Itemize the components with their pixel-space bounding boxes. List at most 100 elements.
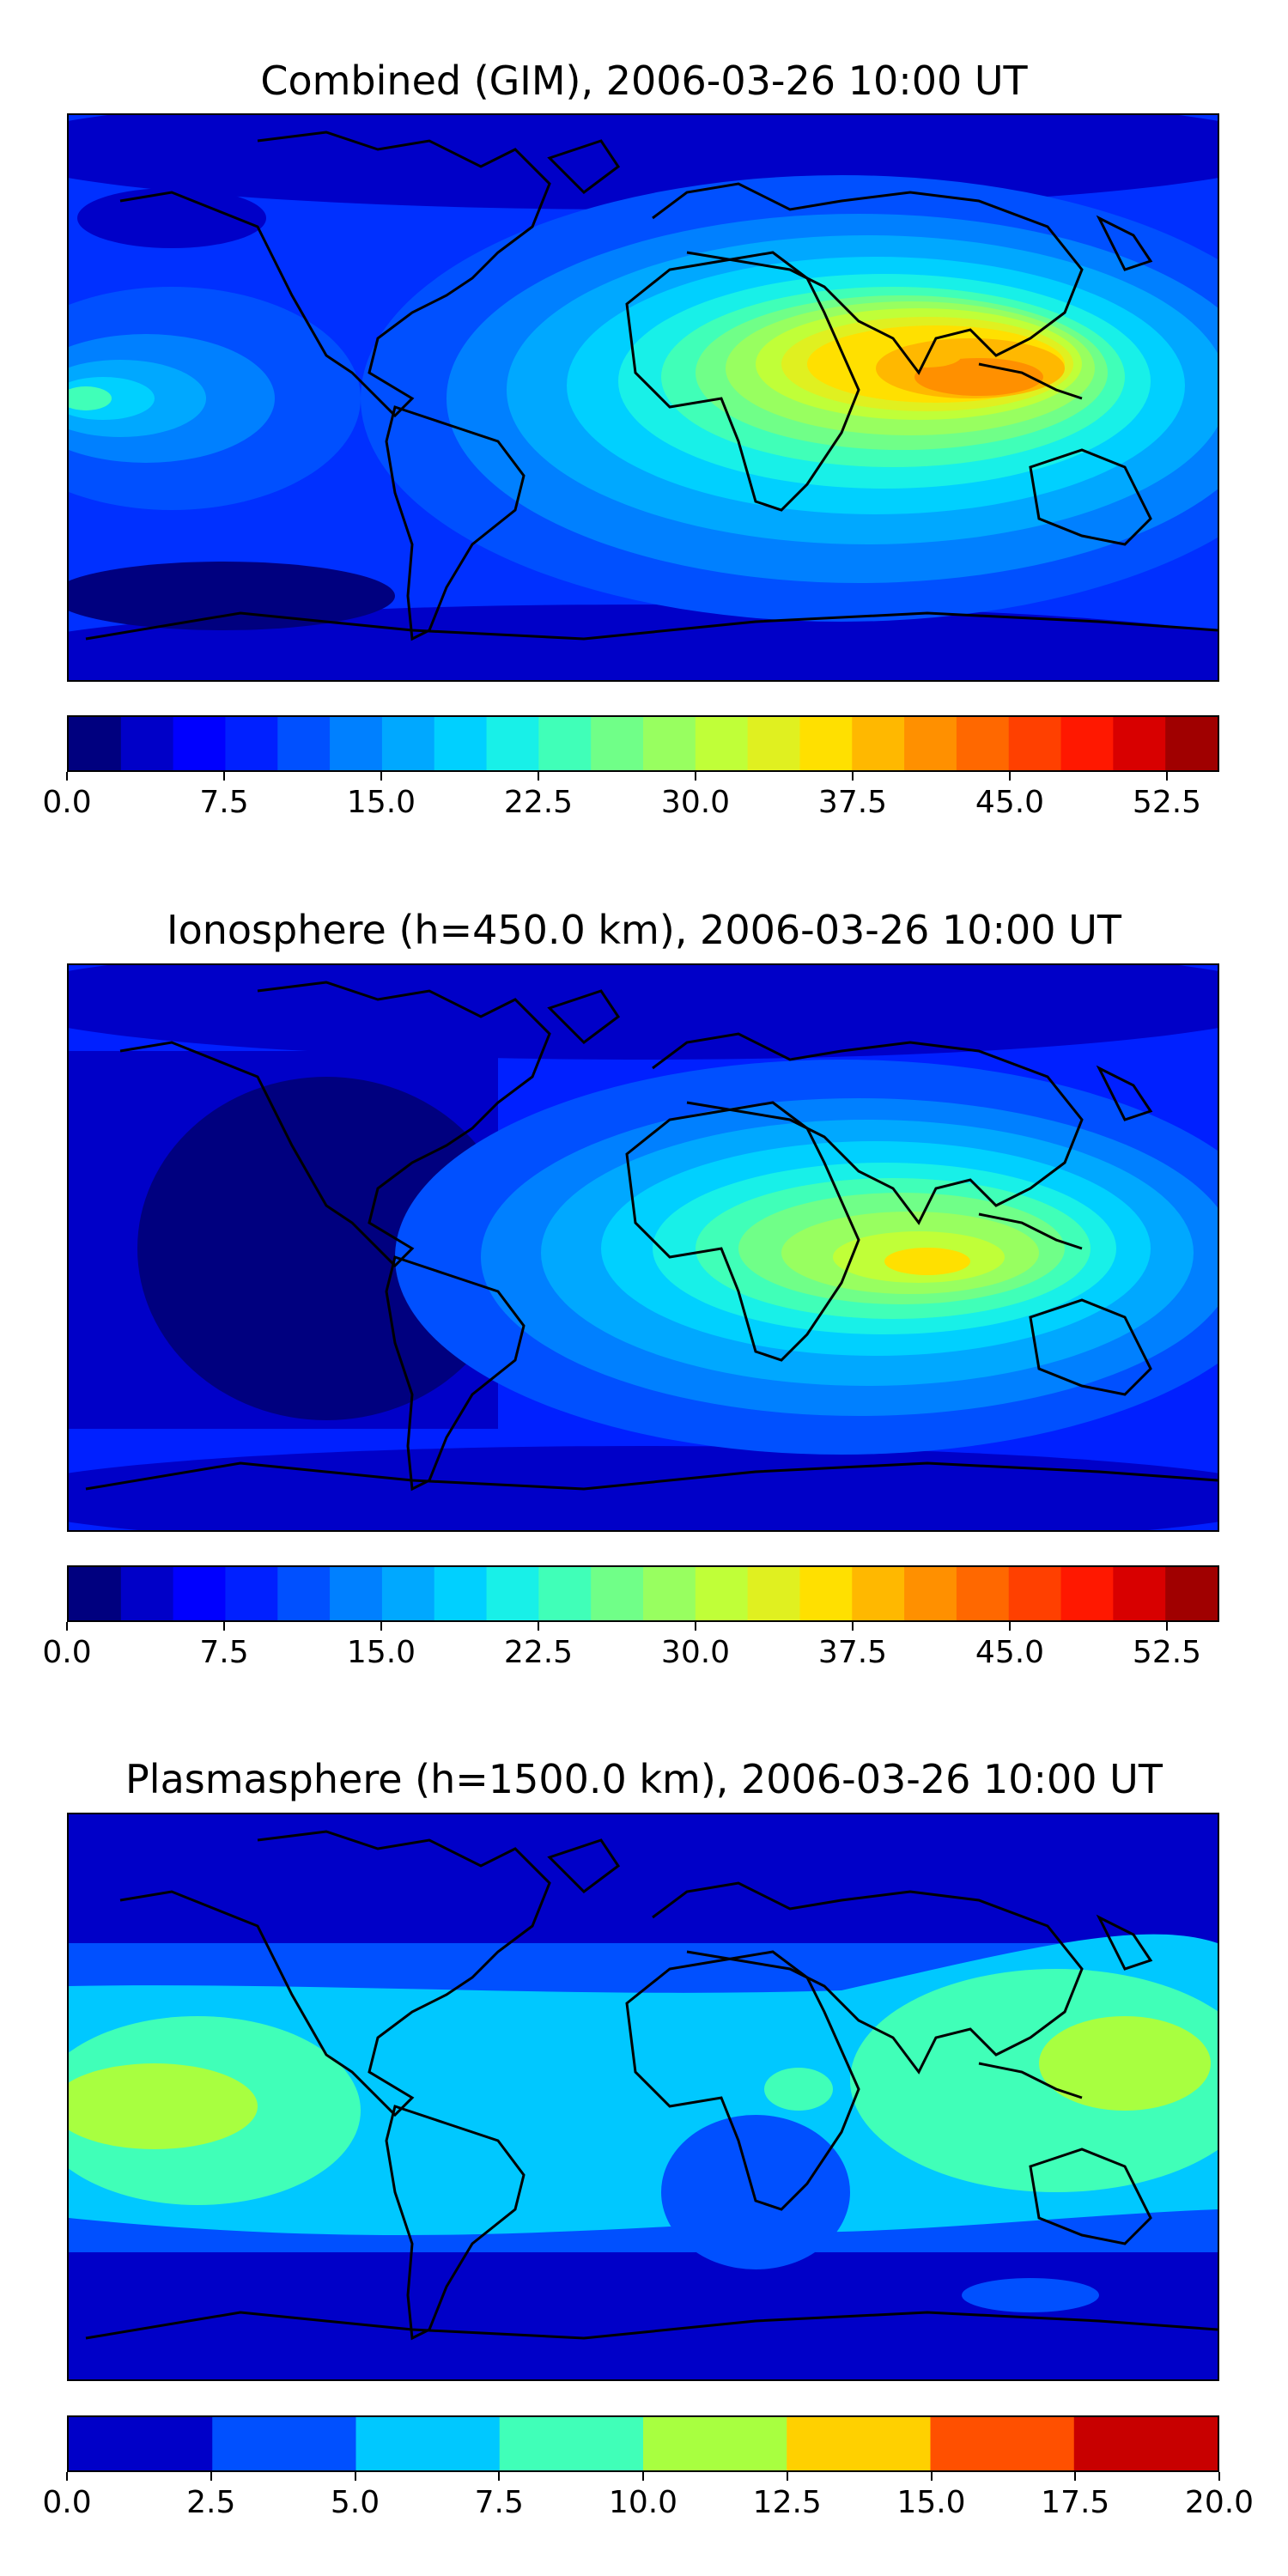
colorbar-segment <box>1060 717 1114 770</box>
pacific-peak <box>69 386 112 410</box>
colorbar-tick-label: 30.0 <box>660 1635 731 1670</box>
south-america-coast <box>385 405 526 641</box>
colorbar-segment <box>381 717 435 770</box>
colorbar-tick-mark <box>354 2472 356 2481</box>
south-pacific-minimum <box>69 562 395 630</box>
colorbar-segment <box>591 717 644 770</box>
colorbar-tick-label: 37.5 <box>817 1635 888 1670</box>
colorbar-segment <box>591 1567 644 1620</box>
africa-enhancement <box>764 2068 833 2111</box>
colorbar-segment <box>173 717 226 770</box>
panel-title-3: Plasmasphere (h=1500.0 km), 2006-03-26 1… <box>125 1756 1163 1802</box>
colorbar-svg-3 <box>69 2417 1218 2470</box>
colorbar-segment <box>695 1567 749 1620</box>
coastlines-1 <box>85 131 1218 641</box>
colorbar-tick-label: 52.5 <box>1132 1635 1202 1670</box>
colorbar-segment <box>1165 717 1218 770</box>
colorbar-segment <box>499 2417 644 2470</box>
colorbar-segment <box>787 2417 931 2470</box>
panel-title-1: Combined (GIM), 2006-03-26 10:00 UT <box>260 58 1028 104</box>
colorbar-segment <box>225 717 278 770</box>
colorbar-segment <box>904 1567 957 1620</box>
australia-coast <box>1029 1298 1152 1396</box>
panel-title-2: Ionosphere (h=450.0 km), 2006-03-26 10:0… <box>167 907 1121 953</box>
coastlines-3 <box>85 1830 1218 2341</box>
eq-peak <box>884 1248 970 1275</box>
greenland-coast <box>547 989 621 1044</box>
colorbar-tick-label: 22.5 <box>503 785 574 820</box>
colorbar-tick-label: 37.5 <box>817 785 888 820</box>
colorbar-segment <box>355 2417 501 2470</box>
colorbar-tick-label: 22.5 <box>503 1635 574 1670</box>
colorbar-tick-mark <box>1166 1622 1168 1631</box>
colorbar-tick-label: 12.5 <box>752 2485 822 2520</box>
north-polar-band <box>69 965 1218 1060</box>
colorbar-segment <box>643 1567 696 1620</box>
colorbar-segment <box>1008 1567 1062 1620</box>
north-pacific-minimum <box>77 188 266 248</box>
north-america-coast <box>119 981 551 1268</box>
colorbar-segment <box>486 1567 539 1620</box>
japan-coast <box>1096 215 1153 271</box>
colorbar-3 <box>67 2415 1219 2472</box>
west-pacific-peak <box>1039 2016 1211 2111</box>
map-svg-2 <box>69 965 1218 1530</box>
colorbar-tick-label: 10.0 <box>608 2485 678 2520</box>
south-polar-band <box>69 1446 1218 1530</box>
colorbar-segment <box>1073 2417 1218 2470</box>
colorbar-segment <box>69 1567 122 1620</box>
north-america-coast <box>119 1830 551 2117</box>
colorbar-tick-label: 17.5 <box>1041 2485 1110 2520</box>
greenland-coast <box>547 139 621 194</box>
colorbar-svg-2 <box>69 1567 1218 1620</box>
colorbar-tick-mark <box>538 772 539 781</box>
colorbar-tick-label: 15.0 <box>346 785 416 820</box>
colorbar-segment <box>538 1567 592 1620</box>
colorbar-tick-mark <box>642 2472 644 2481</box>
colorbar-tick-label: 7.5 <box>474 2485 524 2520</box>
colorbar-tick-label: 7.5 <box>199 785 249 820</box>
colorbar-segment <box>747 1567 800 1620</box>
eurasia-coast <box>652 1032 1084 1225</box>
indonesia-coast <box>978 362 1083 400</box>
colorbar-tick-label: 7.5 <box>199 1635 249 1670</box>
colorbar-segment <box>1165 1567 1218 1620</box>
map-svg-3 <box>69 1814 1218 2379</box>
colorbar-tick-mark <box>1009 1622 1011 1631</box>
greenland-coast <box>547 1838 621 1893</box>
colorbar-segment <box>1060 1567 1114 1620</box>
indonesia-coast <box>978 1212 1083 1250</box>
south-atlantic-dip <box>661 2115 850 2269</box>
colorbar-segment <box>956 1567 1010 1620</box>
north-america-coast <box>119 131 551 418</box>
colorbar-tick-mark <box>852 772 854 781</box>
east-pacific-peak <box>69 2063 258 2149</box>
colorbar-segment <box>434 717 488 770</box>
colorbar-tick-mark <box>786 2472 788 2481</box>
colorbar-tick-mark <box>1074 2472 1077 2481</box>
colorbar-tick-label: 15.0 <box>896 2485 966 2520</box>
map-panel-1 <box>67 113 1219 682</box>
colorbar-tick-mark <box>66 772 68 781</box>
colorbar-tick-label: 0.0 <box>42 785 92 820</box>
colorbar-segment <box>799 1567 853 1620</box>
colorbar-segment <box>69 717 122 770</box>
colorbar-tick-label: 2.5 <box>186 2485 236 2520</box>
colorbar-tick-label: 52.5 <box>1132 785 1202 820</box>
colorbar-segment <box>1113 1567 1166 1620</box>
colorbar-tick-mark <box>66 1622 68 1631</box>
colorbar-tick-mark <box>223 1622 225 1631</box>
antarctica-coast <box>85 2311 1218 2340</box>
south-america-coast <box>385 2105 526 2341</box>
eq-band-13 <box>914 358 1043 396</box>
colorbar-segment <box>120 717 174 770</box>
colorbar-segment <box>212 2417 356 2470</box>
colorbar-tick-mark <box>695 1622 696 1631</box>
indonesia-coast <box>978 2062 1083 2099</box>
colorbar-tick-mark <box>1009 772 1011 781</box>
eurasia-coast <box>652 182 1084 375</box>
colorbar-segment <box>747 717 800 770</box>
colorbar-segment <box>852 1567 905 1620</box>
colorbar-tick-mark <box>538 1622 539 1631</box>
colorbar-segment <box>904 717 957 770</box>
